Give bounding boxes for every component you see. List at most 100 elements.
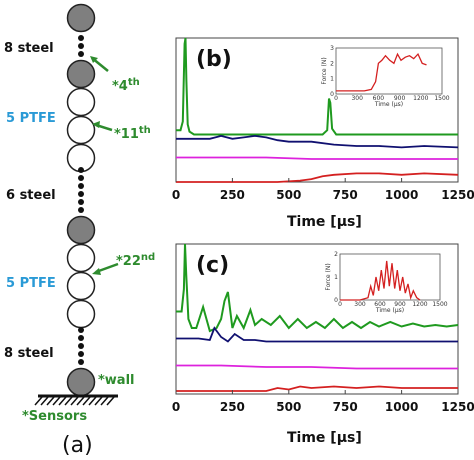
inset-x-tick-label: 1200 (413, 95, 428, 102)
hatch-line (46, 396, 55, 406)
chain-dot (78, 359, 84, 365)
chart-c-inset: 0 300 600 900 1200 1500 0 1 2 Time (μs) Force (N) (325, 251, 448, 314)
inset-y-tick-label: 0 (330, 91, 334, 98)
series-line-1 (176, 326, 458, 343)
steel-bead (66, 367, 96, 397)
sensor-wall-label: *wall (98, 373, 135, 388)
label-steel-bottom: 8 steel (4, 346, 54, 361)
hatch-line (88, 396, 97, 406)
series-line-1 (176, 134, 459, 149)
ptfe-bead (66, 87, 96, 117)
x-tick-label: 750 (333, 400, 358, 414)
inset-x-tick-label: 600 (373, 95, 385, 102)
chain-dot (78, 191, 84, 197)
svg-text:*11th: *11th (114, 125, 151, 142)
hatch-line (40, 396, 49, 406)
steel-bead (66, 3, 96, 33)
chain-dot (78, 175, 84, 181)
inset-xlabel: Time (μs) (375, 307, 404, 314)
inset-ylabel: Force (N) (325, 263, 332, 290)
chain-dot (78, 327, 84, 333)
steel-bead (66, 215, 96, 245)
svg-text:*22nd: *22nd (116, 252, 155, 269)
sensors-label: *Sensors (22, 409, 87, 424)
inset-y-tick-label: 2 (330, 60, 334, 67)
x-tick-label: 1250 (441, 400, 474, 414)
inset-y-tick-label: 1 (330, 76, 334, 83)
chart-c: (c) 0 250 500 750 1000 1250 Time [μs] 0 300 600… (172, 243, 474, 446)
label-steel-mid: 6 steel (6, 188, 56, 203)
inset-y-tick-label: 3 (330, 45, 334, 52)
inset-x-tick-label: 1500 (432, 301, 447, 308)
sensor-11th-label: *11 (114, 127, 139, 142)
series-line-0 (176, 243, 459, 333)
x-tick-label: 750 (333, 188, 358, 202)
bead-chain (34, 3, 118, 406)
chart-b: (b) 0 250 500 750 1000 1250 Time [μs] 0 300 600… (172, 37, 474, 230)
inset-x-tick-label: 0 (334, 95, 338, 102)
chart-b-panel-label: (b) (196, 47, 232, 72)
inset-y-tick-label: 1 (334, 274, 338, 281)
x-tick-label: 1000 (385, 188, 418, 202)
chain-dot (78, 351, 84, 357)
chain-dot (78, 183, 84, 189)
label-steel-top: 8 steel (4, 41, 54, 56)
x-tick-label: 0 (172, 188, 180, 202)
hatch-line (52, 396, 61, 406)
inset-xlabel: Time (μs) (374, 101, 403, 108)
inset-series-line (336, 52, 427, 92)
ptfe-bead (66, 243, 96, 273)
chain-dot (78, 167, 84, 173)
series-line-3 (176, 385, 458, 392)
ptfe-bead (66, 271, 96, 301)
sensor-22nd: *22nd (92, 252, 155, 275)
chain-dot (78, 35, 84, 41)
hatch-line (76, 396, 85, 406)
inset-x-tick-label: 900 (394, 95, 406, 102)
hatch-line (58, 396, 67, 406)
chain-dot (78, 199, 84, 205)
wall-hatch (34, 396, 115, 406)
sensor-22nd-sup: nd (141, 252, 155, 263)
hatch-line (70, 396, 79, 406)
series-line-3 (176, 172, 459, 183)
label-ptfe-top: 5 PTFE (6, 111, 56, 126)
hatch-line (82, 396, 91, 406)
x-tick-label: 500 (276, 188, 301, 202)
chain-dot (78, 343, 84, 349)
x-tick-label: 250 (220, 188, 245, 202)
x-tick-label: 0 (172, 400, 180, 414)
hatch-line (106, 396, 115, 406)
x-tick-label: 1250 (441, 188, 474, 202)
chart-c-xlabel: Time [μs] (287, 430, 362, 446)
sensor-4th: *4th (90, 56, 140, 94)
inset-x-tick-label: 900 (394, 301, 406, 308)
inset-y-tick-label: 0 (334, 297, 338, 304)
ptfe-bead (66, 115, 96, 145)
sensor-22nd-label: *22 (116, 254, 141, 269)
hatch-line (94, 396, 103, 406)
label-ptfe-bottom: 5 PTFE (6, 276, 56, 291)
inset-x-tick-label: 1500 (434, 95, 449, 102)
hatch-line (34, 396, 43, 406)
x-tick-label: 250 (220, 400, 245, 414)
steel-bead (66, 59, 96, 89)
hatch-line (64, 396, 73, 406)
chart-b-frame (175, 37, 459, 183)
x-tick-label: 500 (276, 400, 301, 414)
inset-frame (335, 47, 443, 95)
sensor-11th-sup: th (139, 125, 151, 136)
inset-ylabel: Force (N) (321, 57, 328, 84)
series-line-0 (176, 37, 458, 136)
chart-b-inset: 0 300 600 900 1200 1500 0 1 2 3 Time (μs) Force (N) (321, 45, 450, 108)
sensor-11th: *11th (92, 121, 151, 142)
inset-x-tick-label: 600 (374, 301, 386, 308)
ptfe-bead (66, 299, 96, 329)
chart-b-xlabel: Time [μs] (287, 214, 362, 230)
chart-c-panel-label: (c) (196, 253, 229, 278)
chain-dot (78, 51, 84, 57)
chain-dot (78, 335, 84, 341)
inset-series-line (340, 260, 421, 301)
chart-c-frame (175, 243, 459, 395)
